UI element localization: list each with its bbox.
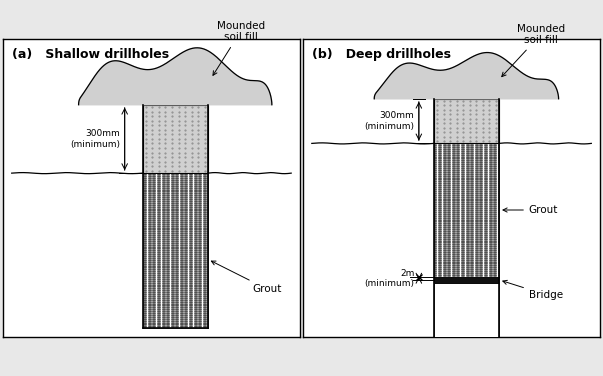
Bar (434, 277, 499, 283)
Text: (b)   Deep drillholes: (b) Deep drillholes (312, 48, 451, 61)
Bar (434, 99, 499, 143)
Text: Mounded
soil fill: Mounded soil fill (502, 24, 565, 77)
Polygon shape (78, 48, 272, 105)
Bar (142, 173, 208, 328)
Bar (434, 283, 499, 337)
Text: Bridge: Bridge (503, 280, 563, 300)
Bar (434, 143, 499, 277)
Text: 300mm
(minimum): 300mm (minimum) (364, 111, 414, 131)
Bar (142, 105, 208, 173)
Text: 300mm
(minimum): 300mm (minimum) (70, 129, 120, 149)
Text: Grout: Grout (503, 205, 558, 215)
Text: Mounded
soil fill: Mounded soil fill (213, 21, 265, 75)
Polygon shape (374, 53, 558, 99)
Text: 2m
(minimum): 2m (minimum) (364, 268, 414, 288)
Text: (a)   Shallow drillholes: (a) Shallow drillholes (11, 48, 169, 61)
Text: Grout: Grout (212, 261, 282, 294)
